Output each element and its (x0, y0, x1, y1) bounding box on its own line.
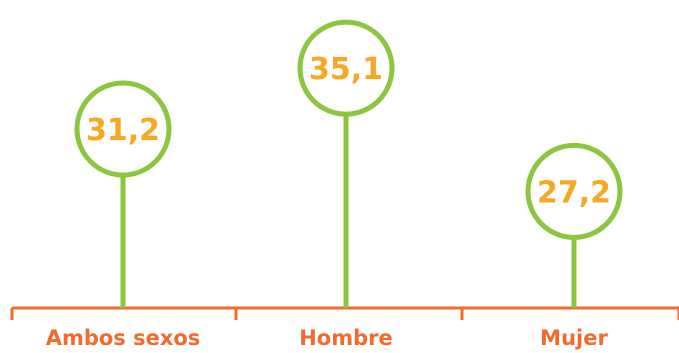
value-label-0: 31,2 (86, 113, 160, 148)
category-labels: Ambos sexos Hombre Mujer (46, 326, 609, 350)
stems (120, 114, 577, 308)
value-label-2: 27,2 (537, 175, 611, 210)
x-axis (10, 306, 679, 320)
category-label-1: Hombre (299, 326, 393, 350)
value-marker-2 (525, 142, 623, 240)
value-marker-0 (74, 80, 172, 178)
value-label-1: 35,1 (309, 52, 383, 87)
value-marker-1 (297, 19, 395, 117)
markers: 31,2 35,1 27,2 (74, 19, 623, 240)
category-label-0: Ambos sexos (46, 326, 201, 350)
category-label-2: Mujer (540, 326, 608, 350)
